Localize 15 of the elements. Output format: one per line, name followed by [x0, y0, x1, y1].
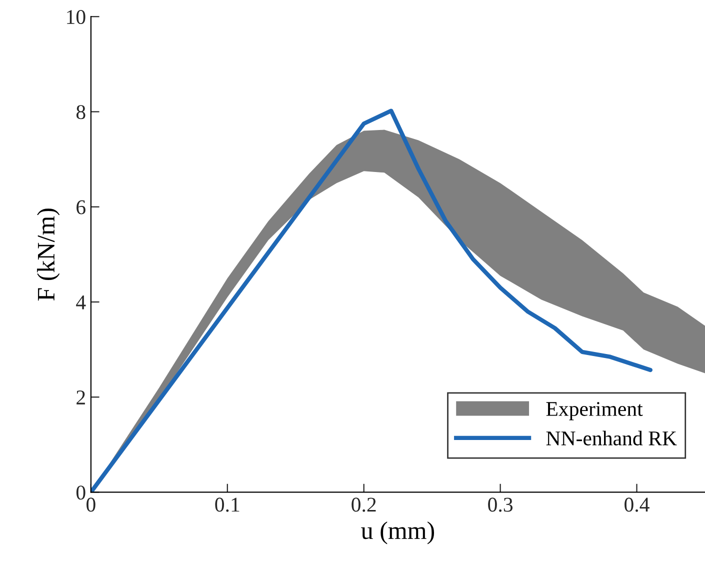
- legend-label: Experiment: [546, 402, 643, 420]
- x-tick-label: 0.1: [215, 498, 240, 512]
- y-tick-label: 8: [76, 105, 86, 120]
- x-tick-label: 0: [86, 498, 96, 512]
- y-axis-title: F (kN/m): [37, 208, 60, 301]
- y-tick-label: 10: [67, 10, 86, 24]
- y-tick-label: 0: [76, 486, 86, 500]
- x-tick-label: 0.2: [352, 498, 376, 512]
- y-tick-label: 4: [76, 295, 86, 310]
- y-tick-label: 6: [76, 200, 86, 214]
- legend-label: NN-enhand RK: [546, 430, 677, 446]
- x-axis-title: u (mm): [361, 522, 434, 544]
- x-tick-label: 0.4: [624, 498, 650, 512]
- y-tick-label: 2: [76, 390, 85, 404]
- x-tick-label: 0.3: [488, 498, 513, 512]
